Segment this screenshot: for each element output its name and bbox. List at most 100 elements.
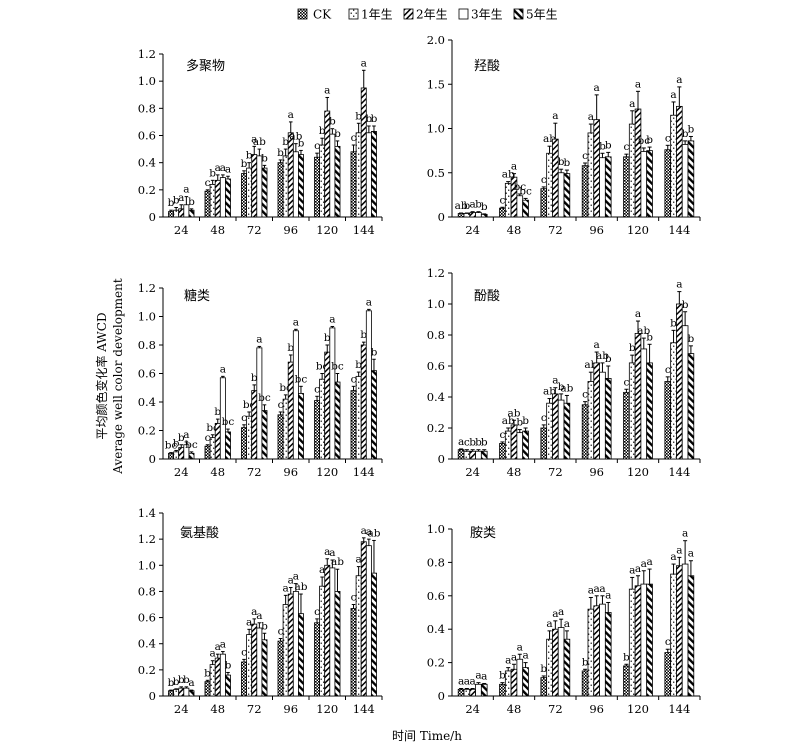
legend-item-1-year: 1年生 bbox=[348, 8, 393, 22]
bar-2-year bbox=[510, 424, 518, 460]
bar-ck bbox=[241, 661, 247, 697]
bar-ck bbox=[350, 608, 357, 697]
significance-label: a bbox=[458, 436, 464, 448]
bar-2-year bbox=[676, 303, 683, 460]
bar-3-year bbox=[681, 325, 689, 460]
significance-label: a bbox=[251, 133, 257, 145]
significance-label: a bbox=[361, 57, 367, 69]
significance-label: a bbox=[511, 161, 517, 173]
significance-label: a bbox=[178, 192, 184, 204]
bar-ck bbox=[457, 213, 465, 218]
significance-label: b bbox=[168, 197, 175, 209]
bar-3-year bbox=[557, 627, 565, 697]
significance-label: a bbox=[511, 651, 517, 663]
significance-label: b bbox=[365, 113, 372, 125]
significance-label: a bbox=[522, 650, 528, 662]
significance-label: ab bbox=[253, 136, 266, 148]
significance-label: ab bbox=[637, 325, 650, 337]
bar-1-year bbox=[355, 375, 362, 460]
bar-1-year bbox=[628, 362, 636, 460]
legend-swatch-1-year bbox=[348, 8, 359, 20]
bar-1-year bbox=[628, 123, 636, 218]
bar-5-year bbox=[480, 683, 488, 697]
chart-title: 羟酸 bbox=[474, 59, 500, 74]
bar-5-year bbox=[604, 612, 612, 697]
x-tick-label: 48 bbox=[210, 465, 225, 479]
significance-label: b bbox=[582, 656, 589, 668]
bar-2-year bbox=[287, 132, 294, 218]
significance-label: b bbox=[173, 676, 180, 688]
bar-2-year bbox=[469, 688, 476, 697]
bar-2-year bbox=[251, 154, 258, 218]
bar-1-year bbox=[504, 182, 512, 218]
bar-ck bbox=[623, 391, 630, 460]
bar-2-year bbox=[324, 564, 331, 697]
bar-ck bbox=[623, 665, 630, 697]
significance-label: b bbox=[629, 342, 636, 354]
legend-swatch-5-year bbox=[513, 8, 524, 20]
bar-5-year bbox=[371, 131, 377, 218]
bar-2-year bbox=[593, 362, 600, 460]
significance-label: bc bbox=[185, 439, 198, 451]
significance-label: b bbox=[319, 125, 326, 137]
bar-3-year bbox=[365, 132, 372, 218]
significance-label: a bbox=[599, 583, 605, 595]
significance-label: a bbox=[670, 551, 676, 563]
x-tick-label: 72 bbox=[548, 465, 563, 479]
bar-1-year bbox=[546, 638, 553, 697]
significance-label: bc bbox=[295, 373, 308, 385]
bar-1-year bbox=[319, 585, 326, 697]
significance-label: a bbox=[676, 544, 682, 556]
significance-label: a bbox=[293, 571, 299, 583]
chart-panel-1: 00.20.40.60.81.01.2多聚物24bbaab48cbaaa72bb… bbox=[138, 47, 383, 237]
significance-label: b bbox=[682, 128, 689, 140]
bar-2-year bbox=[593, 119, 600, 218]
y-tick-label: 1.0 bbox=[138, 74, 156, 88]
bar-2-year bbox=[676, 565, 683, 697]
y-tick-label: 0.8 bbox=[138, 101, 156, 115]
bar-1-year bbox=[587, 381, 595, 460]
bar-5-year bbox=[563, 402, 571, 460]
significance-label: b bbox=[469, 437, 476, 449]
legend-swatch-3-year bbox=[458, 8, 469, 20]
bar-2-year bbox=[287, 593, 294, 697]
bar-ck bbox=[350, 390, 357, 460]
bar-5-year bbox=[225, 431, 231, 460]
y-tick-label: 1.0 bbox=[427, 522, 445, 536]
bar-5-year bbox=[646, 362, 653, 460]
significance-label: a bbox=[220, 162, 226, 174]
x-axis-title: 时间 Time/h bbox=[392, 729, 462, 743]
bar-1-year bbox=[282, 155, 289, 218]
bar-ck bbox=[277, 162, 284, 218]
significance-label: b bbox=[173, 194, 180, 206]
significance-label: ab bbox=[367, 527, 380, 539]
significance-label: a bbox=[246, 616, 252, 628]
significance-label: b bbox=[475, 199, 482, 211]
bar-5-year bbox=[687, 575, 695, 697]
significance-label: b bbox=[173, 437, 180, 449]
significance-label: a bbox=[324, 84, 330, 96]
significance-label: c bbox=[314, 383, 320, 395]
y-tick-label: 0 bbox=[438, 689, 445, 703]
y-tick-label: 0 bbox=[438, 210, 445, 224]
significance-label: a bbox=[481, 670, 487, 682]
significance-label: ab bbox=[508, 407, 521, 419]
significance-label: c bbox=[582, 150, 588, 162]
significance-label: b bbox=[646, 134, 653, 146]
significance-label: c bbox=[241, 646, 247, 658]
significance-label: c bbox=[464, 437, 470, 449]
significance-label: c bbox=[278, 399, 284, 411]
bar-5-year bbox=[563, 173, 571, 218]
bar-1-year bbox=[504, 670, 512, 697]
significance-label: ab bbox=[455, 200, 468, 212]
significance-label: b bbox=[605, 353, 612, 365]
significance-label: c bbox=[623, 376, 629, 388]
bar-2-year bbox=[178, 687, 185, 697]
significance-label: c bbox=[665, 364, 671, 376]
x-tick-label: 48 bbox=[210, 702, 225, 716]
bar-3-year bbox=[681, 563, 689, 697]
bar-ck bbox=[540, 188, 548, 218]
significance-label: a bbox=[356, 554, 362, 566]
